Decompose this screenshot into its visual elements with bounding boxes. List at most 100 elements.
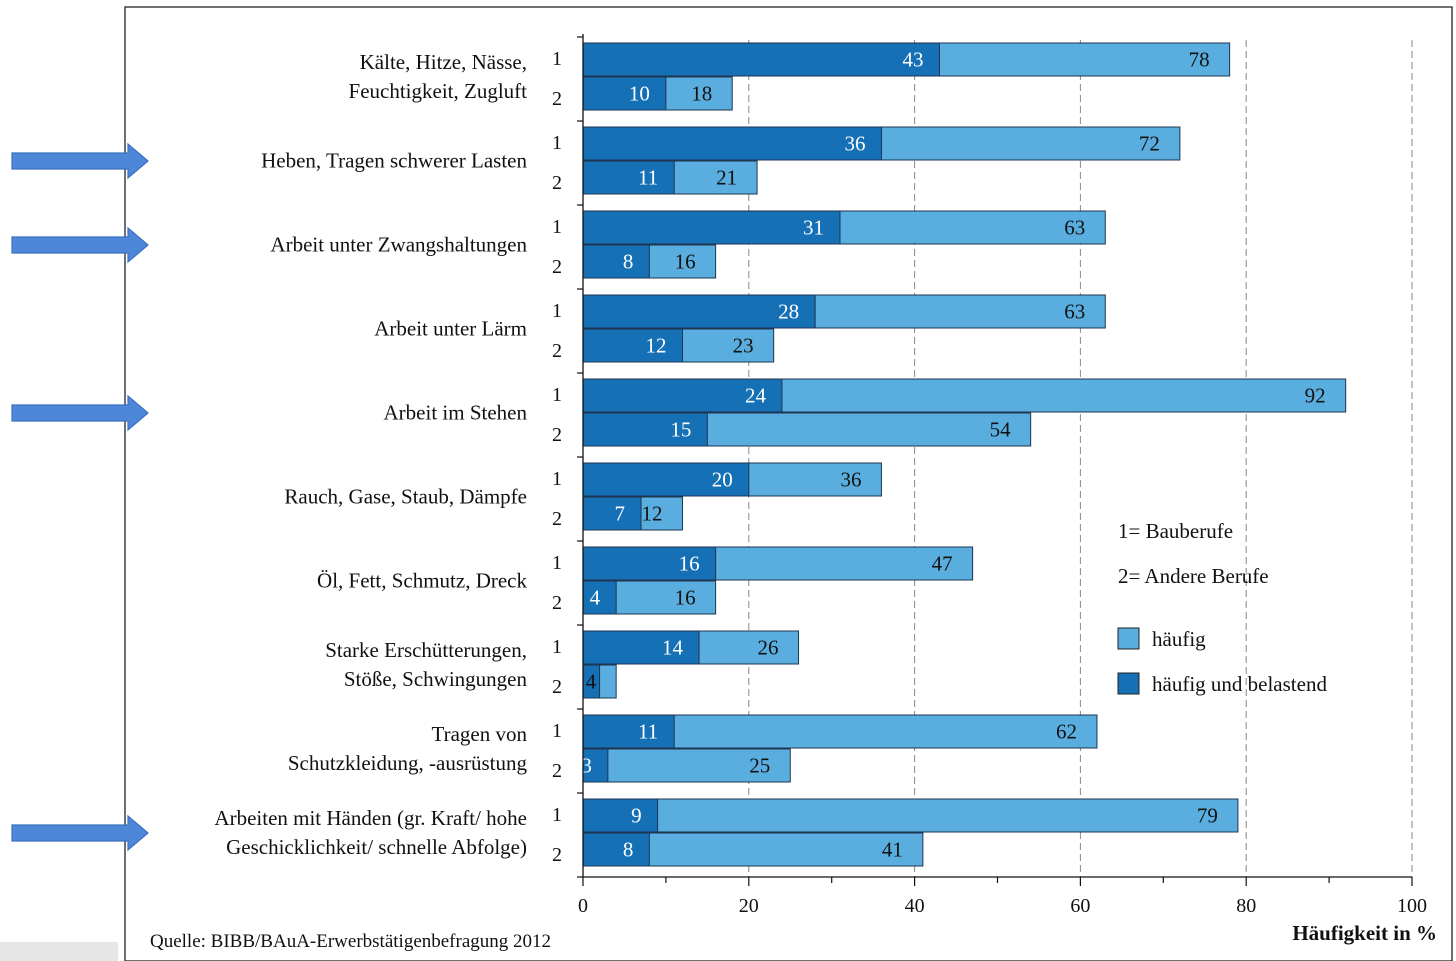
category-label-line: Kälte, Hitze, Nässe, xyxy=(360,50,527,74)
legend-group-1: 1= Bauberufe xyxy=(1118,519,1233,543)
x-tick-label: 100 xyxy=(1397,895,1427,917)
bar-haeufig-belastend xyxy=(582,210,841,245)
bar-haeufig-belastend xyxy=(582,496,642,531)
data-label-haeufig-belastend: 16 xyxy=(679,552,700,576)
row-number: 1 xyxy=(552,636,562,658)
bar-haeufig-belastend xyxy=(582,244,650,279)
row-number: 1 xyxy=(552,552,562,574)
row-number: 2 xyxy=(552,844,562,866)
x-tick-label: 80 xyxy=(1236,895,1256,917)
category-label: Arbeit unter Lärm xyxy=(374,317,527,341)
row-number: 1 xyxy=(552,720,562,742)
data-label-haeufig: 72 xyxy=(1139,132,1160,156)
category-label-line: Feuchtigkeit, Zugluft xyxy=(349,79,528,103)
legend-label-haeufig-belastend: häufig und belastend xyxy=(1152,672,1327,696)
bar-haeufig-belastend xyxy=(582,412,708,447)
row-number: 1 xyxy=(552,48,562,70)
data-label-haeufig: 18 xyxy=(691,82,712,106)
row-number: 1 xyxy=(552,804,562,826)
data-label-haeufig-belastend: 4 xyxy=(590,586,601,610)
row-number: 2 xyxy=(552,676,562,698)
bar-haeufig-belastend xyxy=(582,328,683,363)
x-tick-label: 20 xyxy=(739,895,759,917)
data-label-haeufig: 63 xyxy=(1064,300,1085,324)
category-label-line: Tragen von xyxy=(432,722,528,746)
category-label: Rauch, Gase, Staub, Dämpfe xyxy=(284,485,527,509)
x-tick-label: 0 xyxy=(578,895,588,917)
row-number: 2 xyxy=(552,88,562,110)
row-number: 2 xyxy=(552,760,562,782)
data-label-haeufig: 78 xyxy=(1189,48,1210,72)
row-number: 1 xyxy=(552,300,562,322)
row-number: 2 xyxy=(552,256,562,278)
highlight-arrow-icon xyxy=(11,394,149,432)
highlight-arrow-icon xyxy=(11,142,149,180)
legend-label-haeufig: häufig xyxy=(1152,627,1206,651)
row-number: 2 xyxy=(552,424,562,446)
row-number: 1 xyxy=(552,132,562,154)
bar-haeufig-belastend xyxy=(582,160,675,195)
category-label: Öl, Fett, Schmutz, Dreck xyxy=(317,569,527,593)
data-label-haeufig: 62 xyxy=(1056,720,1077,744)
bar-haeufig-belastend xyxy=(582,378,783,413)
data-label-haeufig: 63 xyxy=(1064,216,1085,240)
data-label-haeufig: 16 xyxy=(675,250,696,274)
data-label-haeufig-belastend: 7 xyxy=(615,502,626,526)
row-number: 1 xyxy=(552,468,562,490)
data-label-haeufig: 54 xyxy=(990,418,1012,442)
data-label-haeufig-belastend: 12 xyxy=(645,334,666,358)
data-label-haeufig: 36 xyxy=(840,468,861,492)
data-label-haeufig-belastend: 10 xyxy=(629,82,650,106)
bar-haeufig-belastend xyxy=(582,546,717,581)
data-label-haeufig: 92 xyxy=(1305,384,1326,408)
data-label-haeufig-belastend: 14 xyxy=(662,636,684,660)
data-label-haeufig: 4 xyxy=(586,670,597,694)
bar-haeufig-belastend xyxy=(582,832,650,867)
highlight-arrow-icon xyxy=(11,814,149,852)
bottom-left-gray-block xyxy=(0,942,118,961)
bar-haeufig-belastend xyxy=(582,748,609,783)
data-label-haeufig-belastend: 36 xyxy=(844,132,865,156)
bar-haeufig-belastend xyxy=(582,714,675,749)
data-label-haeufig: 12 xyxy=(641,502,662,526)
bar-haeufig-belastend xyxy=(582,42,940,77)
category-label-line: Starke Erschütterungen, xyxy=(325,638,527,662)
data-label-haeufig-belastend: 31 xyxy=(803,216,824,240)
plot-frame xyxy=(124,6,1453,961)
bar-haeufig-belastend xyxy=(582,630,700,665)
data-label-haeufig-belastend: 24 xyxy=(745,384,767,408)
data-label-haeufig: 47 xyxy=(932,552,953,576)
category-label-line: Arbeiten mit Händen (gr. Kraft/ hohe xyxy=(214,806,527,830)
data-label-haeufig: 79 xyxy=(1197,804,1218,828)
data-label-haeufig-belastend: 20 xyxy=(712,468,733,492)
category-label: Arbeit im Stehen xyxy=(384,401,528,425)
data-label-haeufig: 21 xyxy=(716,166,737,190)
data-label-haeufig-belastend: 9 xyxy=(631,804,642,828)
bar-haeufig-belastend xyxy=(582,76,667,111)
source-note: Quelle: BIBB/BAuA-Erwerbstätigenbefragun… xyxy=(150,931,551,952)
category-label-line: Stöße, Schwingungen xyxy=(344,667,528,691)
data-label-haeufig-belastend: 15 xyxy=(670,418,691,442)
data-label-haeufig: 16 xyxy=(675,586,696,610)
bar-haeufig-belastend xyxy=(582,798,659,833)
row-number: 1 xyxy=(552,384,562,406)
row-number: 1 xyxy=(552,216,562,238)
data-label-haeufig-belastend: 8 xyxy=(623,250,634,274)
legend-swatch-haeufig-belastend xyxy=(1117,672,1140,695)
category-label: Arbeit unter Zwangshaltungen xyxy=(270,233,527,257)
data-label-haeufig: 26 xyxy=(758,636,779,660)
row-number: 2 xyxy=(552,172,562,194)
x-axis-title: Häufigkeit in % xyxy=(1292,921,1437,945)
row-number: 2 xyxy=(552,340,562,362)
data-label-haeufig: 25 xyxy=(749,754,770,778)
legend-group-2: 2= Andere Berufe xyxy=(1118,564,1269,588)
category-label-line: Schutzkleidung, -ausrüstung xyxy=(288,751,528,775)
data-label-haeufig-belastend: 3 xyxy=(581,754,592,778)
highlight-arrow-icon xyxy=(11,226,149,264)
data-label-haeufig: 41 xyxy=(882,838,903,862)
legend-swatch-haeufig xyxy=(1117,627,1140,650)
category-label-line: Geschicklichkeit/ schnelle Abfolge) xyxy=(226,835,527,859)
data-label-haeufig-belastend: 8 xyxy=(623,838,634,862)
bar-haeufig xyxy=(582,748,791,783)
